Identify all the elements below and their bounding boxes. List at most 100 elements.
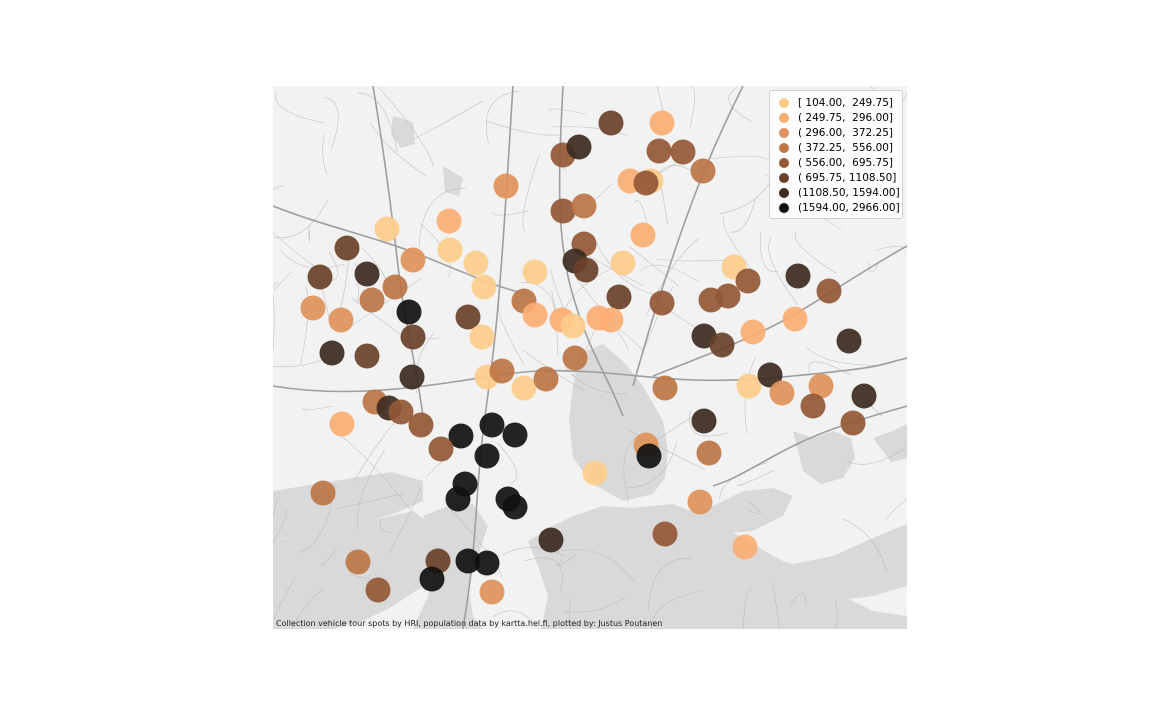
data-point-1	[374, 216, 400, 242]
data-point-7	[757, 362, 783, 388]
road	[869, 86, 877, 91]
road	[874, 246, 907, 252]
data-point-1	[582, 460, 608, 486]
data-point-6	[400, 324, 426, 350]
road	[273, 511, 288, 545]
data-point-5	[670, 139, 696, 165]
legend-item: ( 556.00, 695.75]	[770, 155, 902, 170]
data-point-7	[851, 383, 877, 409]
data-point-4	[571, 193, 597, 219]
data-point-1	[610, 250, 636, 276]
data-point-5	[428, 436, 454, 462]
road	[485, 90, 519, 143]
road	[389, 487, 421, 554]
water-area	[443, 166, 463, 196]
data-point-4	[359, 287, 385, 313]
legend-swatch	[779, 142, 789, 153]
data-point-1	[437, 237, 463, 263]
data-point-5	[715, 283, 741, 309]
data-point-4	[489, 358, 515, 384]
road	[651, 590, 703, 629]
data-point-3	[400, 247, 426, 273]
data-point-4	[310, 480, 336, 506]
road	[273, 496, 279, 517]
road	[627, 441, 678, 489]
data-point-6	[598, 110, 624, 136]
data-point-1	[471, 274, 497, 300]
data-point-4	[382, 274, 408, 300]
road	[868, 261, 879, 273]
data-point-2	[732, 534, 758, 560]
road	[275, 91, 326, 124]
legend-item: ( 372.25, 556.00]	[770, 140, 902, 155]
road	[273, 200, 328, 239]
data-point-2	[782, 306, 808, 332]
legend-swatch	[779, 112, 789, 123]
data-point-2	[329, 411, 355, 437]
major-road	[652, 245, 907, 377]
road	[324, 97, 339, 151]
road	[628, 246, 679, 287]
data-point-3	[328, 307, 354, 333]
data-point-8	[474, 550, 500, 576]
road	[356, 449, 386, 530]
water-area	[413, 504, 488, 629]
legend-item: ( 695.75, 1108.50]	[770, 170, 902, 185]
legend-swatch	[779, 127, 789, 138]
data-point-2	[649, 110, 675, 136]
data-point-4	[345, 549, 371, 575]
data-point-4	[652, 375, 678, 401]
legend-item: ( 296.00, 372.25]	[770, 125, 902, 140]
data-point-2	[598, 307, 624, 333]
road	[728, 87, 754, 123]
road	[370, 122, 427, 177]
legend-item: [ 104.00, 249.75]	[770, 95, 902, 110]
road	[768, 237, 798, 305]
road	[633, 199, 649, 229]
data-point-8	[474, 443, 500, 469]
road	[557, 549, 635, 583]
road	[640, 264, 699, 283]
major-road	[372, 86, 424, 417]
data-point-1	[469, 324, 495, 350]
legend-swatch	[779, 187, 789, 198]
data-point-6	[354, 343, 380, 369]
road	[847, 447, 907, 465]
legend-label: [ 104.00, 249.75]	[798, 96, 894, 109]
major-road	[712, 405, 907, 487]
data-point-8	[502, 494, 528, 520]
data-point-5	[816, 278, 842, 304]
road	[730, 199, 756, 233]
data-point-8	[502, 422, 528, 448]
data-point-6	[606, 284, 632, 310]
road	[794, 231, 837, 274]
road	[759, 231, 779, 273]
data-point-2	[436, 208, 462, 234]
major-road	[632, 86, 744, 387]
road	[790, 593, 807, 605]
road	[418, 188, 466, 247]
road	[273, 292, 275, 351]
legend-label: ( 372.25, 556.00]	[798, 141, 894, 154]
data-point-7	[836, 328, 862, 354]
data-point-5	[408, 412, 434, 438]
road	[711, 156, 769, 160]
road	[549, 108, 587, 115]
road	[522, 153, 541, 234]
legend-label: ( 296.00, 372.25]	[798, 126, 894, 139]
road	[321, 548, 338, 567]
data-point-8	[479, 412, 505, 438]
data-point-8	[396, 299, 422, 325]
data-point-5	[735, 268, 761, 294]
data-point-3	[687, 489, 713, 515]
data-point-5	[550, 198, 576, 224]
major-road	[273, 357, 907, 393]
legend-swatch	[779, 157, 789, 168]
data-point-6	[709, 332, 735, 358]
road	[357, 92, 398, 152]
attribution-text: Collection vehicle tour spots by HRI, po…	[276, 619, 663, 628]
road	[771, 582, 780, 629]
legend-label: ( 249.75, 296.00]	[798, 111, 894, 124]
data-point-1	[463, 250, 489, 276]
data-point-8	[445, 486, 471, 512]
